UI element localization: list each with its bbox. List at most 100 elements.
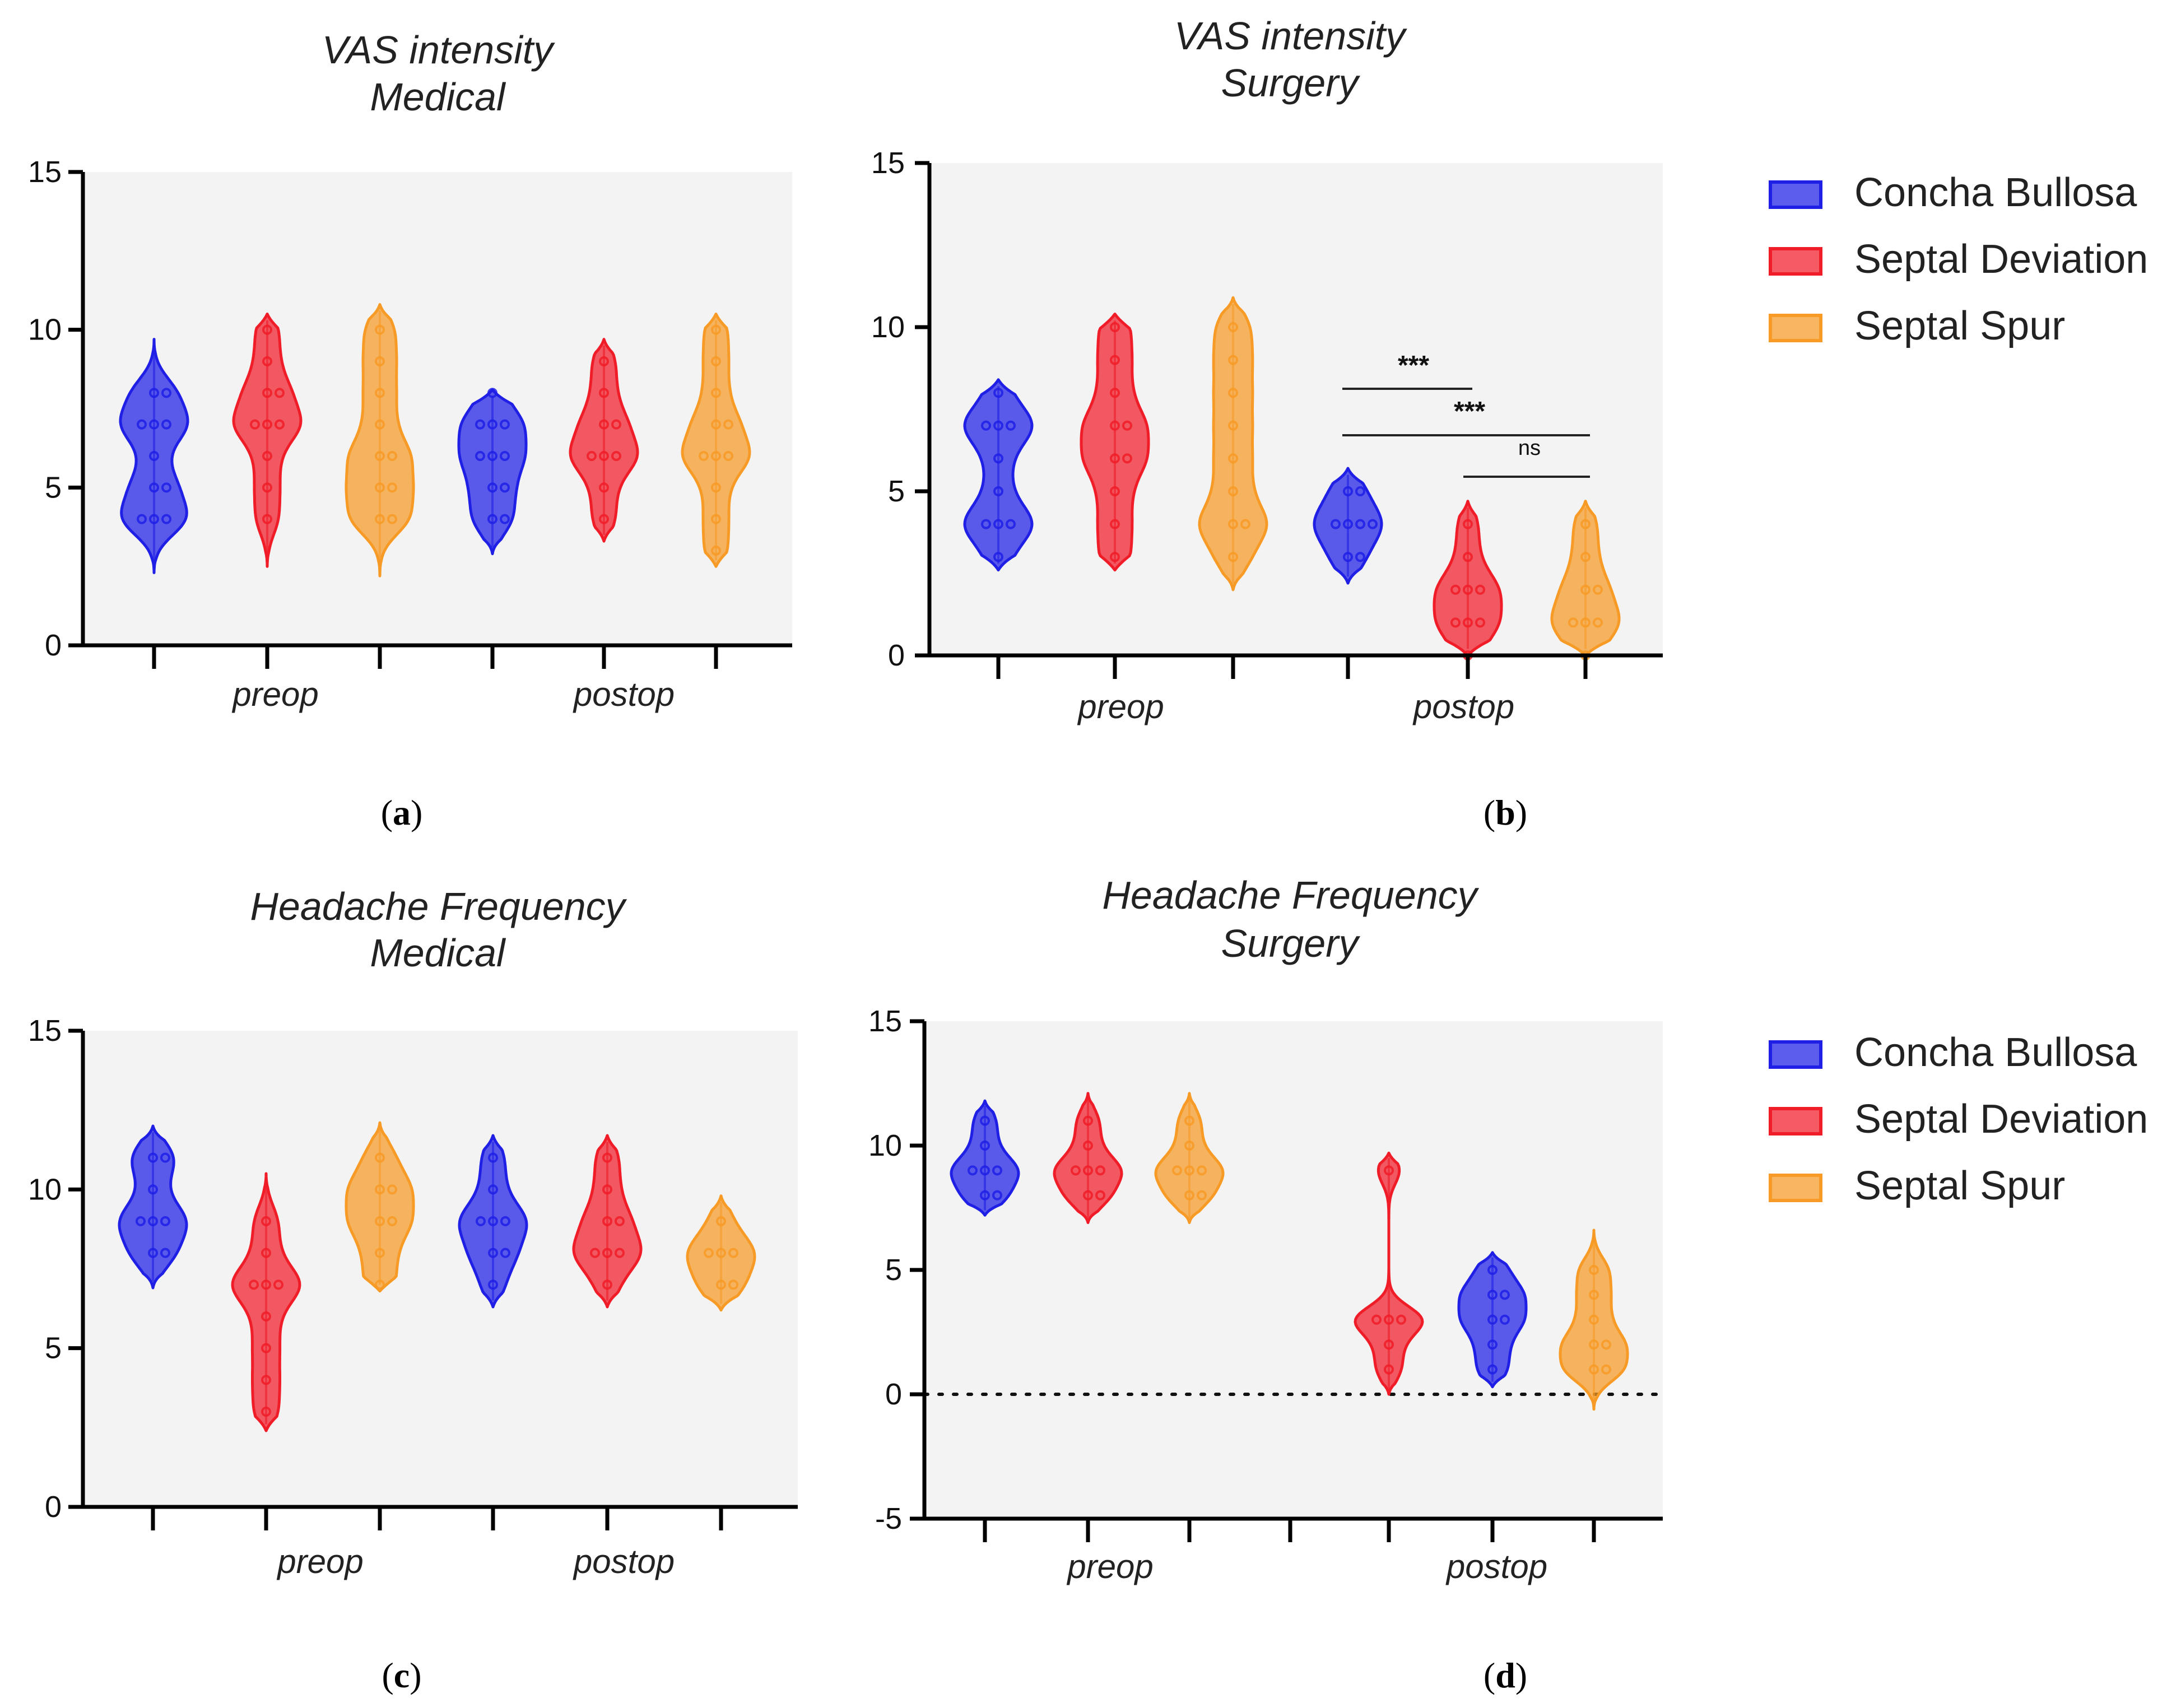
plot-area xyxy=(924,1021,1663,1519)
panel-label: (c) xyxy=(382,1655,421,1695)
data-point xyxy=(1110,552,1120,562)
data-point xyxy=(1500,1314,1510,1325)
data-point xyxy=(488,1279,498,1290)
data-point xyxy=(611,451,621,461)
data-point xyxy=(375,324,385,335)
data-point xyxy=(148,1216,158,1226)
violin-septal-spur-postop xyxy=(1559,1228,1629,1411)
chart-title: VAS intensity xyxy=(322,28,555,72)
data-point xyxy=(262,451,272,461)
data-point xyxy=(160,1248,170,1258)
data-point xyxy=(1463,617,1473,628)
data-point xyxy=(1095,1165,1105,1176)
data-point xyxy=(161,388,171,398)
data-point xyxy=(1580,552,1591,562)
data-point xyxy=(275,388,285,398)
data-point xyxy=(992,1165,1002,1176)
data-point xyxy=(1331,519,1341,529)
data-point xyxy=(993,486,1003,496)
y-tick-label: 5 xyxy=(45,471,62,504)
data-point xyxy=(1122,420,1132,431)
data-point xyxy=(262,482,272,493)
data-point xyxy=(1593,584,1603,595)
data-point xyxy=(375,1279,385,1290)
data-point xyxy=(599,451,609,461)
data-point xyxy=(161,514,171,524)
chart-subtitle: Medical xyxy=(370,931,506,975)
data-point xyxy=(602,1152,612,1163)
data-point xyxy=(599,482,609,493)
data-point xyxy=(476,1216,486,1226)
data-point xyxy=(262,324,272,335)
data-point xyxy=(487,482,497,493)
data-point xyxy=(136,1216,146,1226)
data-point xyxy=(1589,1265,1599,1275)
y-tick-label: 0 xyxy=(888,639,905,672)
x-group-label: preop xyxy=(1077,688,1164,725)
data-point xyxy=(602,1248,612,1258)
legend-label: Concha Bullosa xyxy=(1854,170,2137,215)
panel-letter: a xyxy=(393,793,411,832)
data-point xyxy=(711,356,721,366)
data-point xyxy=(1071,1165,1081,1176)
data-point xyxy=(149,514,159,524)
data-point xyxy=(711,514,721,524)
data-point xyxy=(1463,552,1473,562)
data-point xyxy=(728,1279,738,1290)
data-point xyxy=(261,1343,271,1353)
data-point xyxy=(711,388,721,398)
data-point xyxy=(262,514,272,524)
data-point xyxy=(1589,1339,1599,1350)
data-point xyxy=(1228,552,1238,562)
data-point xyxy=(1384,1165,1394,1176)
data-point xyxy=(1228,453,1238,464)
data-point xyxy=(1568,617,1578,628)
violin-septal-spur-postop xyxy=(686,1194,756,1312)
data-point xyxy=(250,419,260,430)
legend-swatch xyxy=(1769,247,1822,276)
data-point xyxy=(1110,322,1120,332)
data-point xyxy=(602,1184,612,1195)
data-point xyxy=(375,356,385,366)
data-point xyxy=(1184,1115,1194,1126)
data-point xyxy=(993,388,1003,398)
data-point xyxy=(375,1184,385,1195)
data-point xyxy=(1343,519,1353,529)
data-point xyxy=(1006,420,1016,431)
data-point xyxy=(711,324,721,335)
panel-label: (a) xyxy=(381,793,423,832)
x-group-label: postop xyxy=(573,676,675,713)
data-point xyxy=(1095,1190,1105,1200)
data-point xyxy=(1589,1314,1599,1325)
violin-septal-spur-preop xyxy=(345,1121,415,1293)
data-point xyxy=(500,514,510,524)
data-point xyxy=(1487,1314,1498,1325)
x-group-label: postop xyxy=(1412,688,1514,725)
data-point xyxy=(1184,1165,1194,1176)
legend-label: Concha Bullosa xyxy=(1854,1030,2137,1075)
x-group-label: preop xyxy=(276,1543,363,1580)
data-point xyxy=(1580,617,1591,628)
data-point xyxy=(1172,1165,1182,1176)
data-point xyxy=(1228,355,1238,365)
data-point xyxy=(1197,1190,1207,1200)
data-point xyxy=(475,451,485,461)
data-point xyxy=(599,419,609,430)
violin-septal-deviation-preop xyxy=(1053,1092,1123,1225)
data-point xyxy=(1371,1314,1382,1325)
data-point xyxy=(161,482,171,493)
data-point xyxy=(993,453,1003,464)
data-point xyxy=(993,420,1003,431)
data-point xyxy=(1589,1364,1599,1375)
data-point xyxy=(716,1248,726,1258)
data-point xyxy=(611,419,621,430)
y-tick-label: -5 xyxy=(875,1502,902,1535)
data-point xyxy=(968,1165,978,1176)
y-tick-label: 10 xyxy=(28,1172,62,1206)
data-point xyxy=(1083,1190,1093,1200)
data-point xyxy=(1228,322,1238,332)
y-tick-label: 0 xyxy=(45,1490,62,1524)
data-point xyxy=(981,519,991,529)
data-point xyxy=(980,1115,990,1126)
